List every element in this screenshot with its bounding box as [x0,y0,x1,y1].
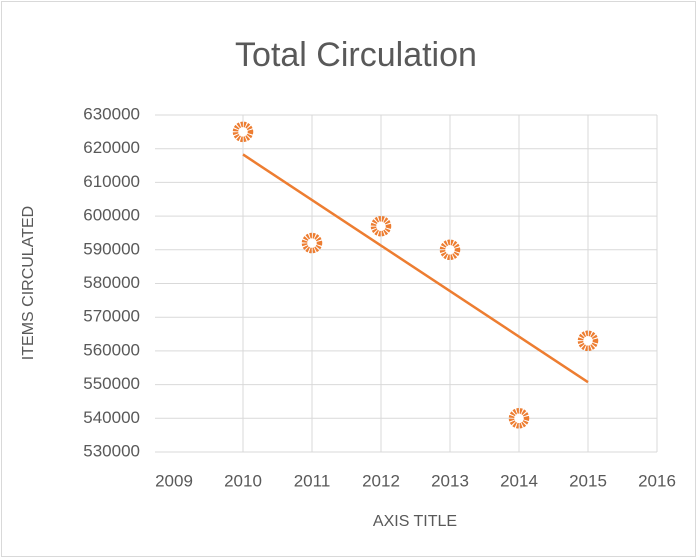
y-tick-label: 540000 [83,408,140,427]
y-axis-title: ITEMS CIRCULATED [20,206,37,360]
y-tick-label: 630000 [83,104,140,123]
y-tick-label: 570000 [83,307,140,326]
y-tick-label: 590000 [83,239,140,258]
x-tick-label: 2015 [569,471,607,490]
x-tick-label: 2013 [431,471,469,490]
point [508,408,530,429]
x-tick-label: 2011 [294,471,331,490]
trendline [242,153,589,384]
y-tick-label: 550000 [83,374,140,393]
x-tick-label: 2014 [500,471,538,490]
point [301,232,323,254]
y-tick-label: 530000 [83,441,140,460]
y-tick-label: 580000 [83,273,140,292]
x-tick-label: 2012 [362,471,400,490]
y-tick-label: 620000 [83,138,140,157]
y-tick-label: 610000 [83,172,140,191]
x-tick-label: 2009 [155,471,193,490]
point [232,121,254,143]
point [577,330,599,352]
y-tick-label: 560000 [83,340,140,359]
chart-title: Total Circulation [235,36,477,74]
x-tick-label: 2016 [638,471,676,490]
point [439,239,461,261]
point [370,215,392,237]
y-tick-label: 600000 [83,206,140,225]
x-tick-label: 2010 [224,471,262,490]
x-axis-title: AXIS TITLE [373,513,457,530]
